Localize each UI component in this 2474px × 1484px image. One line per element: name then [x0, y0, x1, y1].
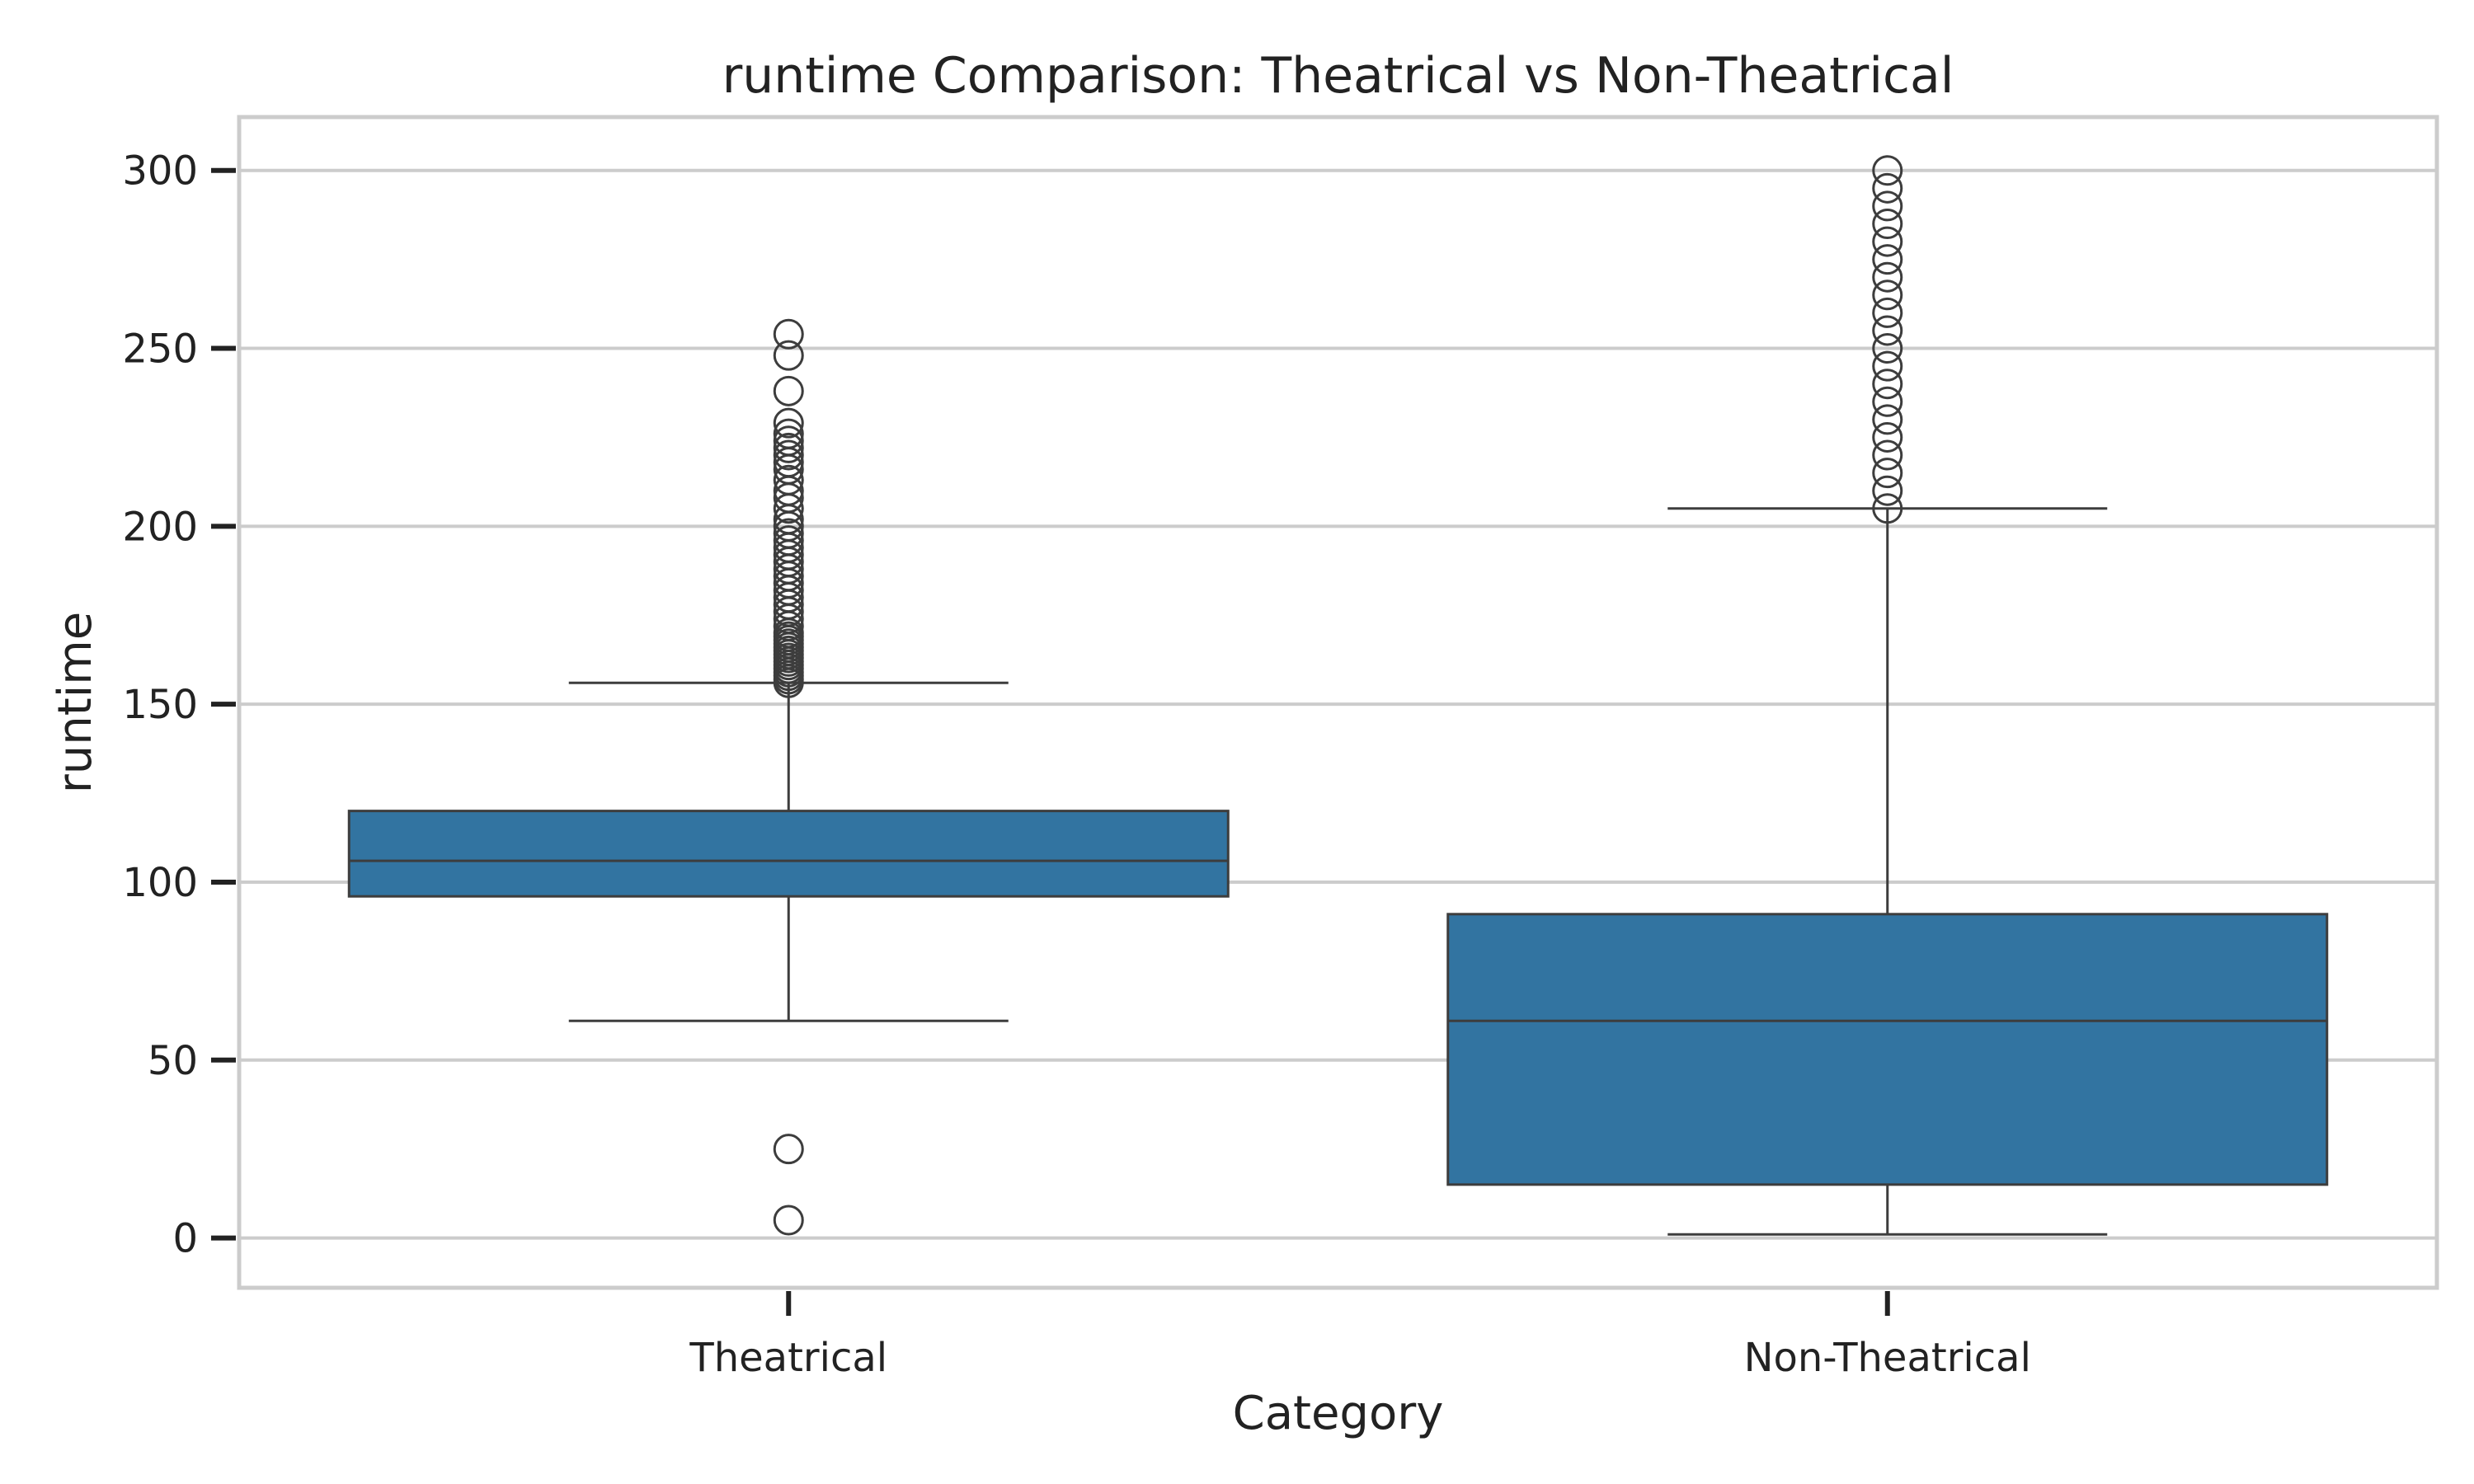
outlier-point — [1872, 369, 1903, 400]
x-tick-label: Non-Theatrical — [1744, 1335, 2031, 1381]
outlier-point — [1872, 421, 1903, 453]
outlier-point — [1872, 297, 1903, 328]
axis-ticks: 0 50 100 150 200 250 300 Theatrical Non-Theatric… — [122, 148, 2031, 1381]
outlier-point — [773, 518, 804, 549]
outlier-point — [773, 375, 804, 406]
x-tick-label: Theatrical — [689, 1335, 887, 1381]
outlier-point — [1872, 279, 1903, 311]
outlier-point — [1872, 404, 1903, 435]
outlier-point — [1872, 333, 1903, 364]
outlier-point — [773, 464, 804, 495]
outlier-point — [1872, 261, 1903, 293]
chart-title: runtime Comparison: Theatrical vs Non-Th… — [722, 47, 1954, 105]
y-tick-label: 100 — [122, 860, 198, 906]
outlier-point — [1872, 458, 1903, 489]
y-axis-label: runtime — [49, 612, 102, 794]
box-plots — [347, 155, 2329, 1236]
outlier-point — [1872, 226, 1903, 257]
outlier-point — [1872, 350, 1903, 382]
plot-frame — [237, 115, 2439, 1290]
outlier-point — [1872, 475, 1903, 506]
outlier-point — [1872, 244, 1903, 275]
outlier-point — [773, 439, 804, 471]
outlier-point — [1872, 190, 1903, 222]
outlier-point — [1872, 155, 1903, 186]
iqr-box — [347, 810, 1230, 898]
outlier-point — [1872, 439, 1903, 471]
outlier-point — [773, 1134, 804, 1165]
outlier-point — [773, 418, 804, 449]
y-tick-label: 0 — [172, 1216, 198, 1262]
box-group-theatrical — [347, 318, 1230, 1236]
outlier-point — [773, 340, 804, 371]
outlier-point — [773, 1205, 804, 1236]
iqr-box — [1446, 913, 2329, 1186]
outlier-point — [1872, 386, 1903, 417]
box-group-non-theatrical — [1446, 155, 2329, 1236]
outlier-point — [1872, 172, 1903, 204]
outlier-point — [773, 318, 804, 350]
x-axis-label: Category — [1233, 1387, 1444, 1440]
y-tick-label: 200 — [122, 504, 198, 550]
y-tick-label: 250 — [122, 326, 198, 373]
outlier-point — [773, 425, 804, 457]
y-tick-label: 300 — [122, 148, 198, 195]
y-tick-label: 150 — [122, 682, 198, 728]
outlier-point — [1872, 493, 1903, 524]
outlier-point — [773, 407, 804, 439]
outlier-point — [773, 525, 804, 556]
y-tick-label: 50 — [148, 1038, 198, 1084]
outlier-point — [1872, 208, 1903, 239]
outlier-point — [773, 432, 804, 463]
outlier-point — [1872, 315, 1903, 346]
